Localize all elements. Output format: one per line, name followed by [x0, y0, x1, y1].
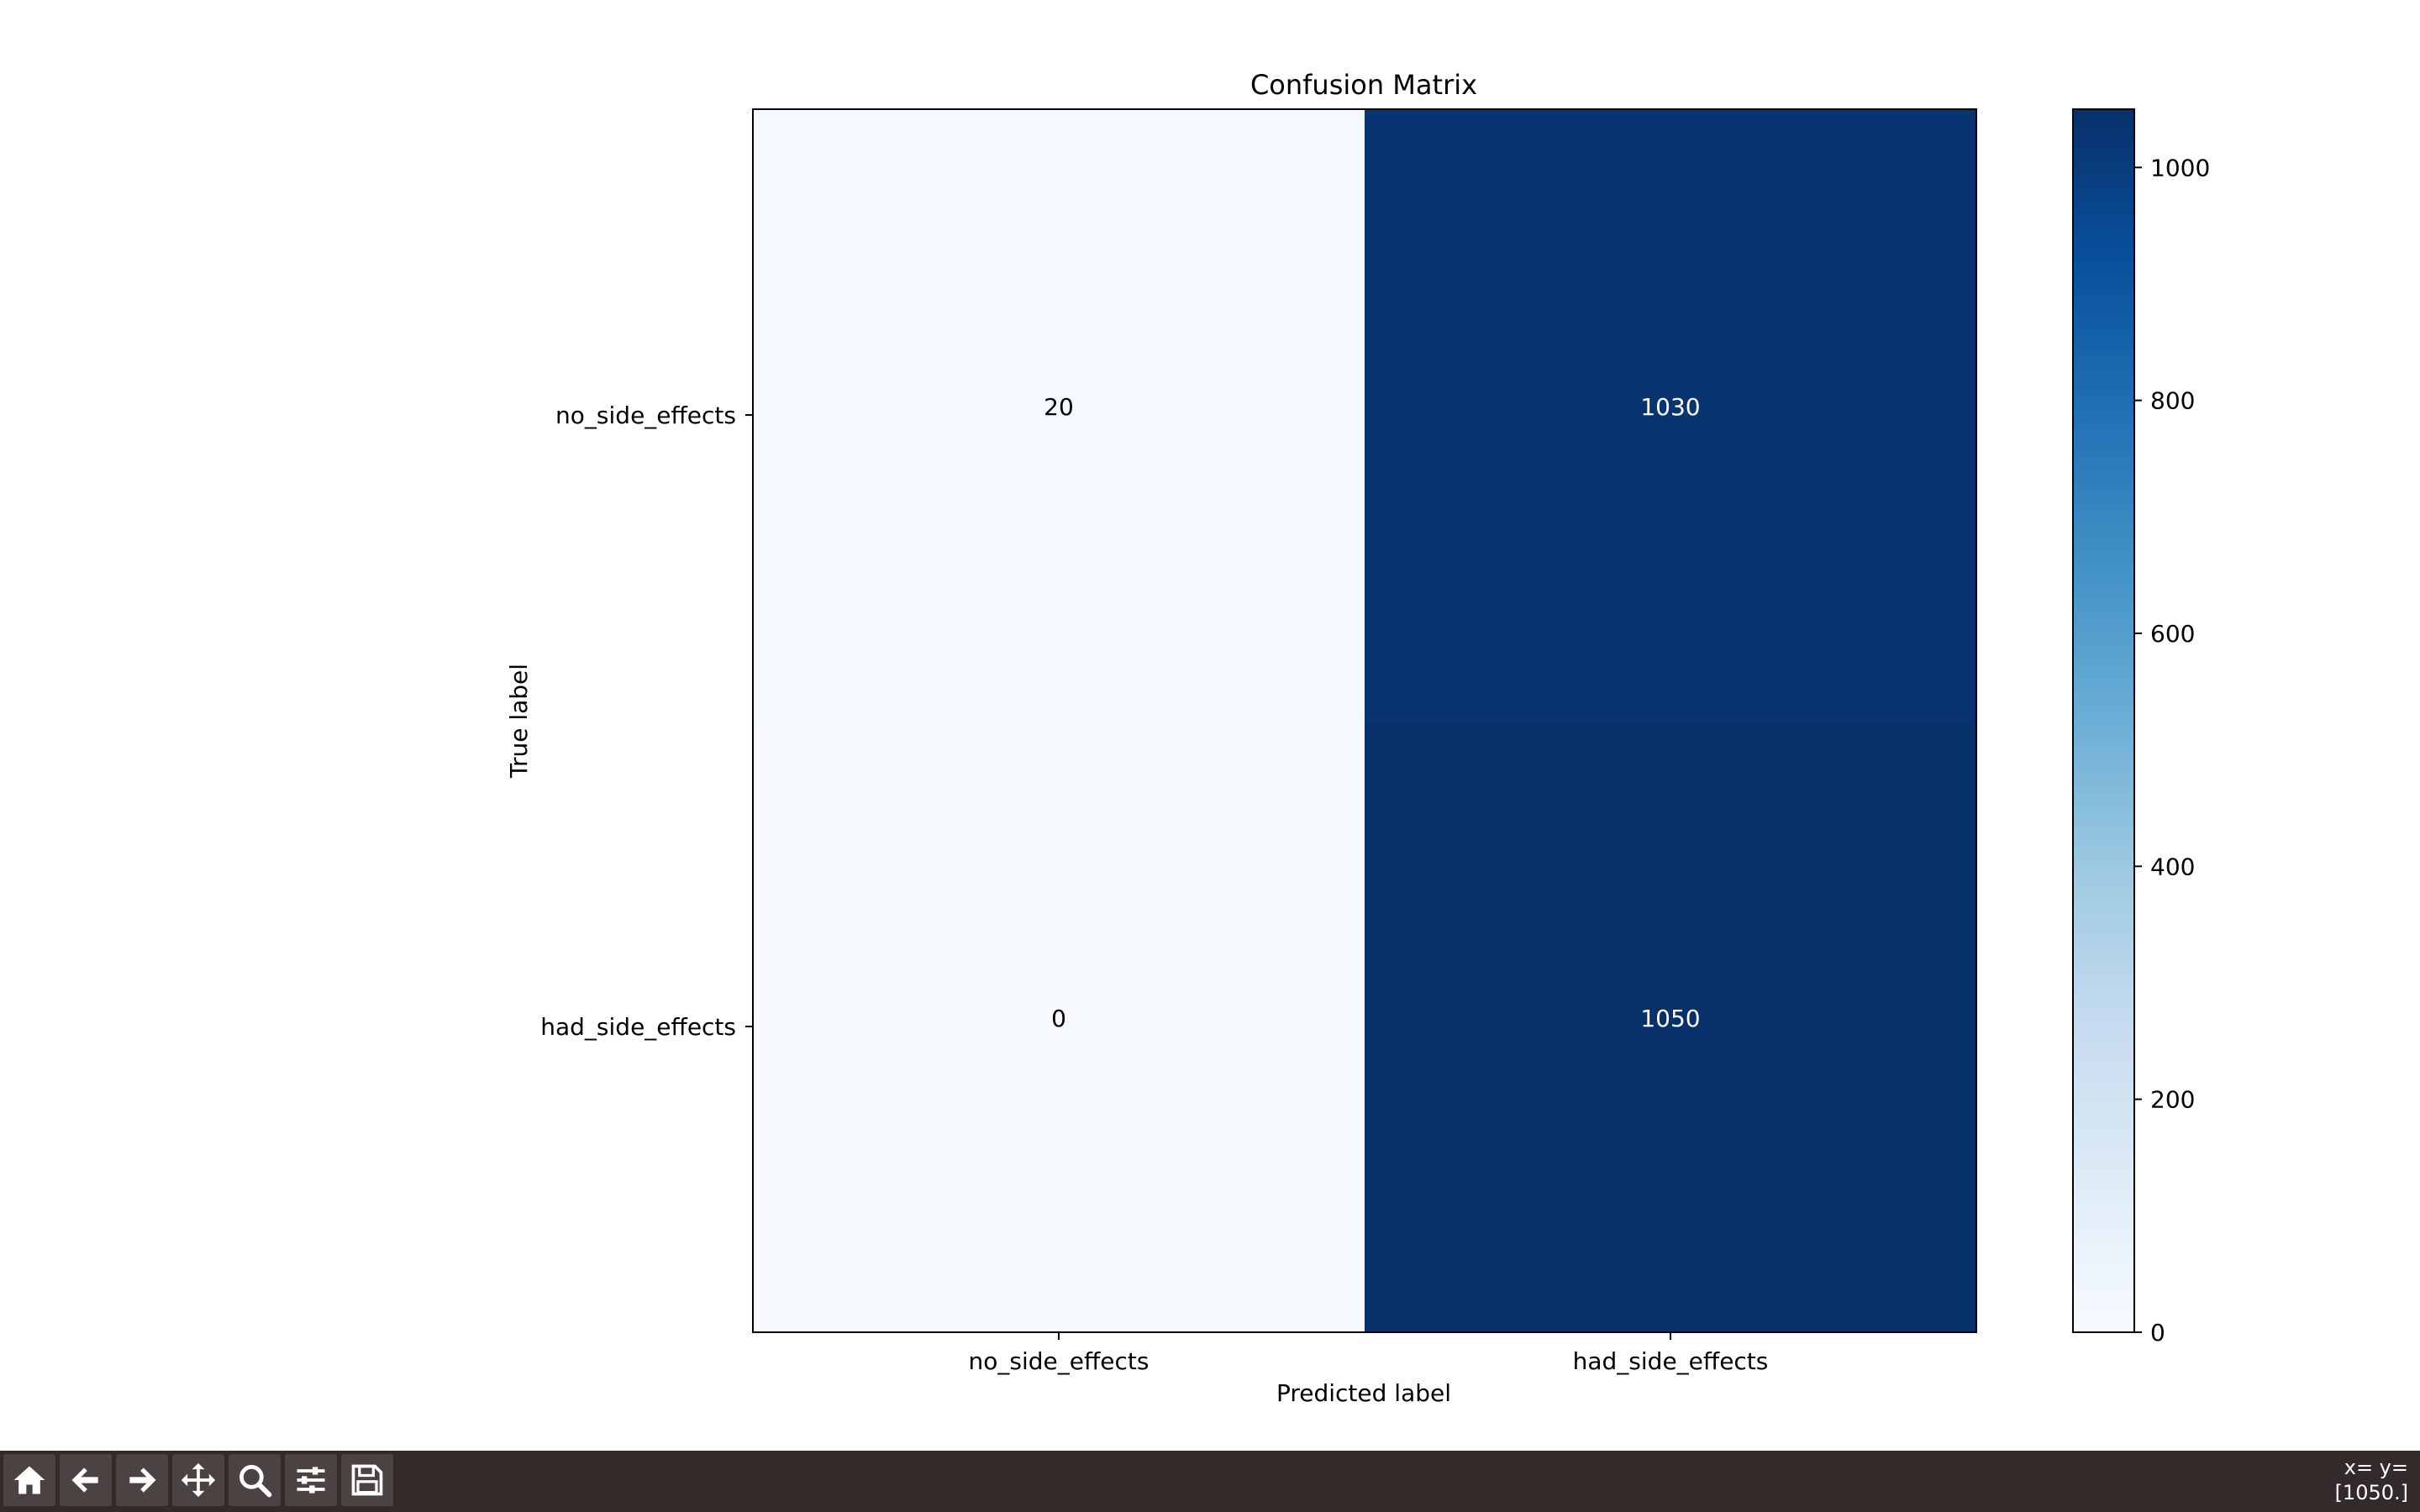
chart-title: Confusion Matrix	[1250, 69, 1477, 101]
coordinate-readout-value: [1050.]	[2334, 1481, 2408, 1504]
save-icon	[351, 1464, 383, 1496]
cell-value-label: 0	[1051, 1005, 1066, 1032]
y-tick-label: had_side_effects	[540, 1013, 736, 1041]
colorbar	[2072, 108, 2135, 1333]
coordinate-readout-line1: x= y=	[2344, 1456, 2408, 1479]
configure-subplots-button[interactable]	[285, 1454, 337, 1506]
cell-value-label: 1050	[1640, 1005, 1700, 1032]
configure-subplots-icon	[297, 1467, 325, 1494]
forward-button[interactable]	[116, 1454, 168, 1506]
x-axis-label: Predicted label	[1276, 1379, 1451, 1407]
pan-icon	[181, 1462, 216, 1498]
x-tick-label: had_side_effects	[1573, 1347, 1769, 1375]
heatmap-cells	[753, 109, 1977, 1333]
plot-frame	[752, 108, 1977, 1333]
navigation-toolbar: x= y= [1050.]	[0, 1451, 2420, 1512]
home-button[interactable]	[3, 1454, 55, 1506]
y-axis-label: True label	[505, 664, 533, 779]
colorbar-tick-label: 400	[2150, 853, 2195, 880]
y-tick-label: no_side_effects	[555, 402, 736, 429]
colorbar-tick-label: 600	[2150, 620, 2195, 648]
pan-button[interactable]	[172, 1454, 224, 1506]
save-button[interactable]	[341, 1454, 393, 1506]
coordinate-readout: x= y= [1050.]	[2207, 1455, 2408, 1505]
zoom-button[interactable]	[229, 1454, 281, 1506]
colorbar-ticks: 0 200 400 600 800 1000	[2134, 154, 2210, 1347]
forward-arrow-icon	[129, 1467, 156, 1493]
back-arrow-icon	[71, 1467, 98, 1493]
y-axis-ticks: no_side_effects had_side_effects	[540, 402, 753, 1041]
colorbar-tick-label: 0	[2150, 1319, 2165, 1347]
zoom-icon	[239, 1465, 272, 1498]
colorbar-tick-label: 800	[2150, 387, 2195, 415]
cell-value-label: 1030	[1640, 393, 1700, 421]
heatmap-cell	[753, 721, 1365, 1333]
heatmap-cell	[1365, 109, 1977, 722]
heatmap-cell-labels: 20 1030 0 1050	[1044, 393, 1700, 1032]
back-button[interactable]	[60, 1454, 112, 1506]
home-icon	[13, 1466, 45, 1494]
x-tick-label: no_side_effects	[969, 1347, 1150, 1375]
heatmap-cell	[753, 109, 1365, 722]
cell-value-label: 20	[1044, 393, 1074, 421]
figure-canvas: Confusion Matrix 20 1030 0 1050 no_side_eff…	[505, 69, 2210, 1407]
colorbar-tick-label: 200	[2150, 1086, 2195, 1114]
x-axis-ticks: no_side_effects had_side_effects	[969, 1332, 1769, 1375]
colorbar-tick-label: 1000	[2150, 154, 2210, 181]
heatmap-cell	[1365, 721, 1977, 1333]
